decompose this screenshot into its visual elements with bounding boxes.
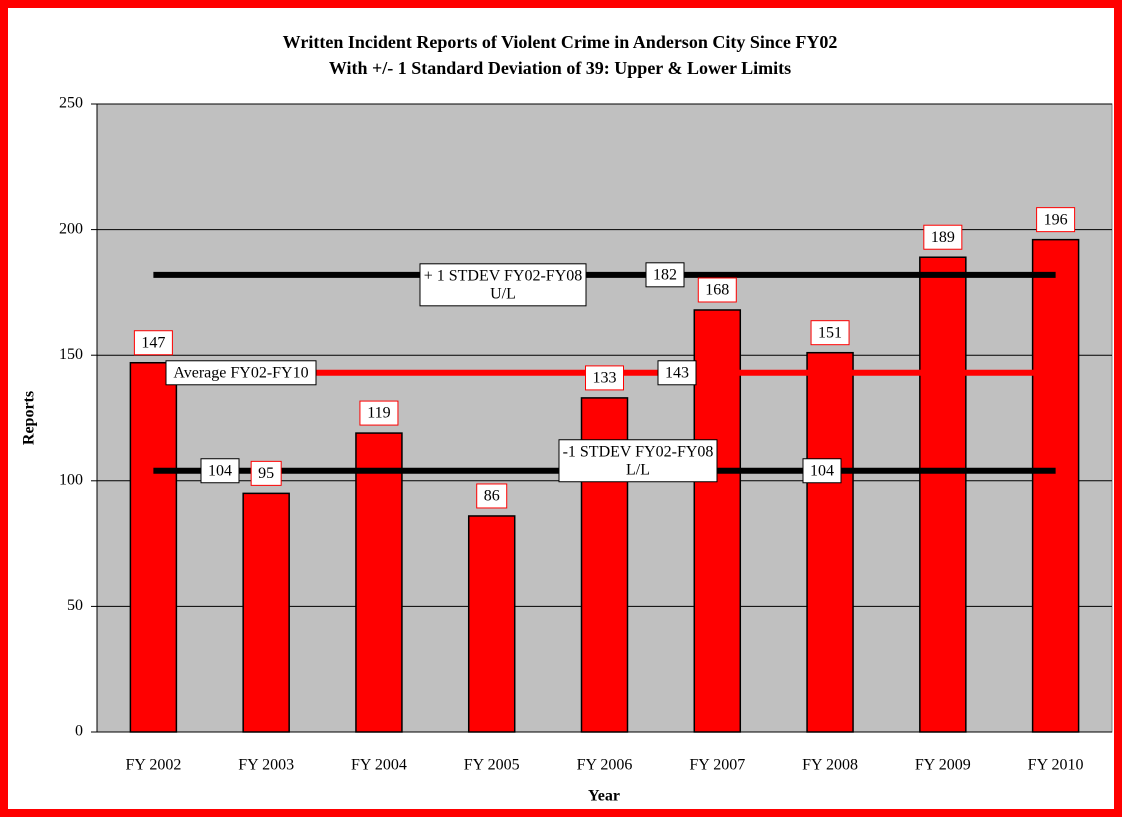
data-label-box xyxy=(810,320,850,346)
data-label: 189 xyxy=(931,229,955,246)
data-label-box xyxy=(250,460,282,486)
data-label: 119 xyxy=(367,405,390,422)
reference-name: Average FY02-FY10 xyxy=(173,364,308,381)
x-tick-label: FY 2008 xyxy=(802,757,858,774)
x-tick-label: FY 2009 xyxy=(915,757,971,774)
bar xyxy=(129,361,178,733)
reference-name-box xyxy=(558,439,718,483)
bar xyxy=(919,256,967,733)
data-label-box xyxy=(923,224,963,250)
bar xyxy=(806,351,854,733)
reference-name-box xyxy=(419,263,587,307)
x-tick-label: FY 2007 xyxy=(689,757,745,774)
x-tick-label: FY 2010 xyxy=(1028,757,1084,774)
bar xyxy=(355,432,403,733)
bar xyxy=(1031,238,1080,733)
x-tick-label: FY 2004 xyxy=(351,757,407,774)
data-label: 168 xyxy=(705,282,729,299)
y-axis-label: Reports xyxy=(21,391,38,445)
reference-value: 104 xyxy=(208,462,232,479)
reference-name-box xyxy=(165,360,317,386)
data-label: 133 xyxy=(593,370,617,387)
bar xyxy=(242,492,290,733)
x-tick-label: FY 2003 xyxy=(238,757,294,774)
reference-name: + 1 STDEV FY02-FY08 xyxy=(424,267,583,284)
bar xyxy=(693,309,742,733)
y-tick-label: 250 xyxy=(59,95,83,112)
reference-value-box xyxy=(200,458,240,484)
reference-name: L/L xyxy=(626,461,650,478)
data-label-box xyxy=(697,277,737,303)
data-label-box xyxy=(1036,207,1076,233)
data-label: 86 xyxy=(484,488,500,505)
y-tick-label: 200 xyxy=(59,220,83,237)
data-label: 95 xyxy=(258,465,274,482)
reference-name: U/L xyxy=(490,285,516,302)
data-label-box xyxy=(585,365,624,391)
y-tick-label: 0 xyxy=(75,723,83,740)
reference-value-box xyxy=(802,458,842,484)
data-label-box xyxy=(359,400,399,426)
y-tick-label: 50 xyxy=(67,597,83,614)
bar xyxy=(467,515,516,733)
reference-value: 143 xyxy=(665,364,689,381)
reference-name: -1 STDEV FY02-FY08 xyxy=(563,443,714,460)
x-tick-label: FY 2002 xyxy=(125,757,181,774)
data-label: 196 xyxy=(1044,211,1068,228)
reference-value-box xyxy=(645,262,685,288)
data-label-box xyxy=(476,483,508,509)
y-tick-label: 100 xyxy=(59,471,83,488)
reference-value: 104 xyxy=(810,462,834,479)
y-tick-label: 150 xyxy=(59,346,83,363)
chart-subtitle: With +/- 1 Standard Deviation of 39: Upp… xyxy=(329,58,791,78)
x-tick-label: FY 2005 xyxy=(464,757,520,774)
data-label: 147 xyxy=(141,334,165,351)
data-label-box xyxy=(133,330,173,356)
reference-value: 182 xyxy=(653,266,677,283)
reference-value-box xyxy=(657,360,697,386)
data-label: 151 xyxy=(818,324,842,341)
x-axis-label: Year xyxy=(588,788,620,805)
chart-title: Written Incident Reports of Violent Crim… xyxy=(283,32,838,52)
x-tick-label: FY 2006 xyxy=(577,757,633,774)
